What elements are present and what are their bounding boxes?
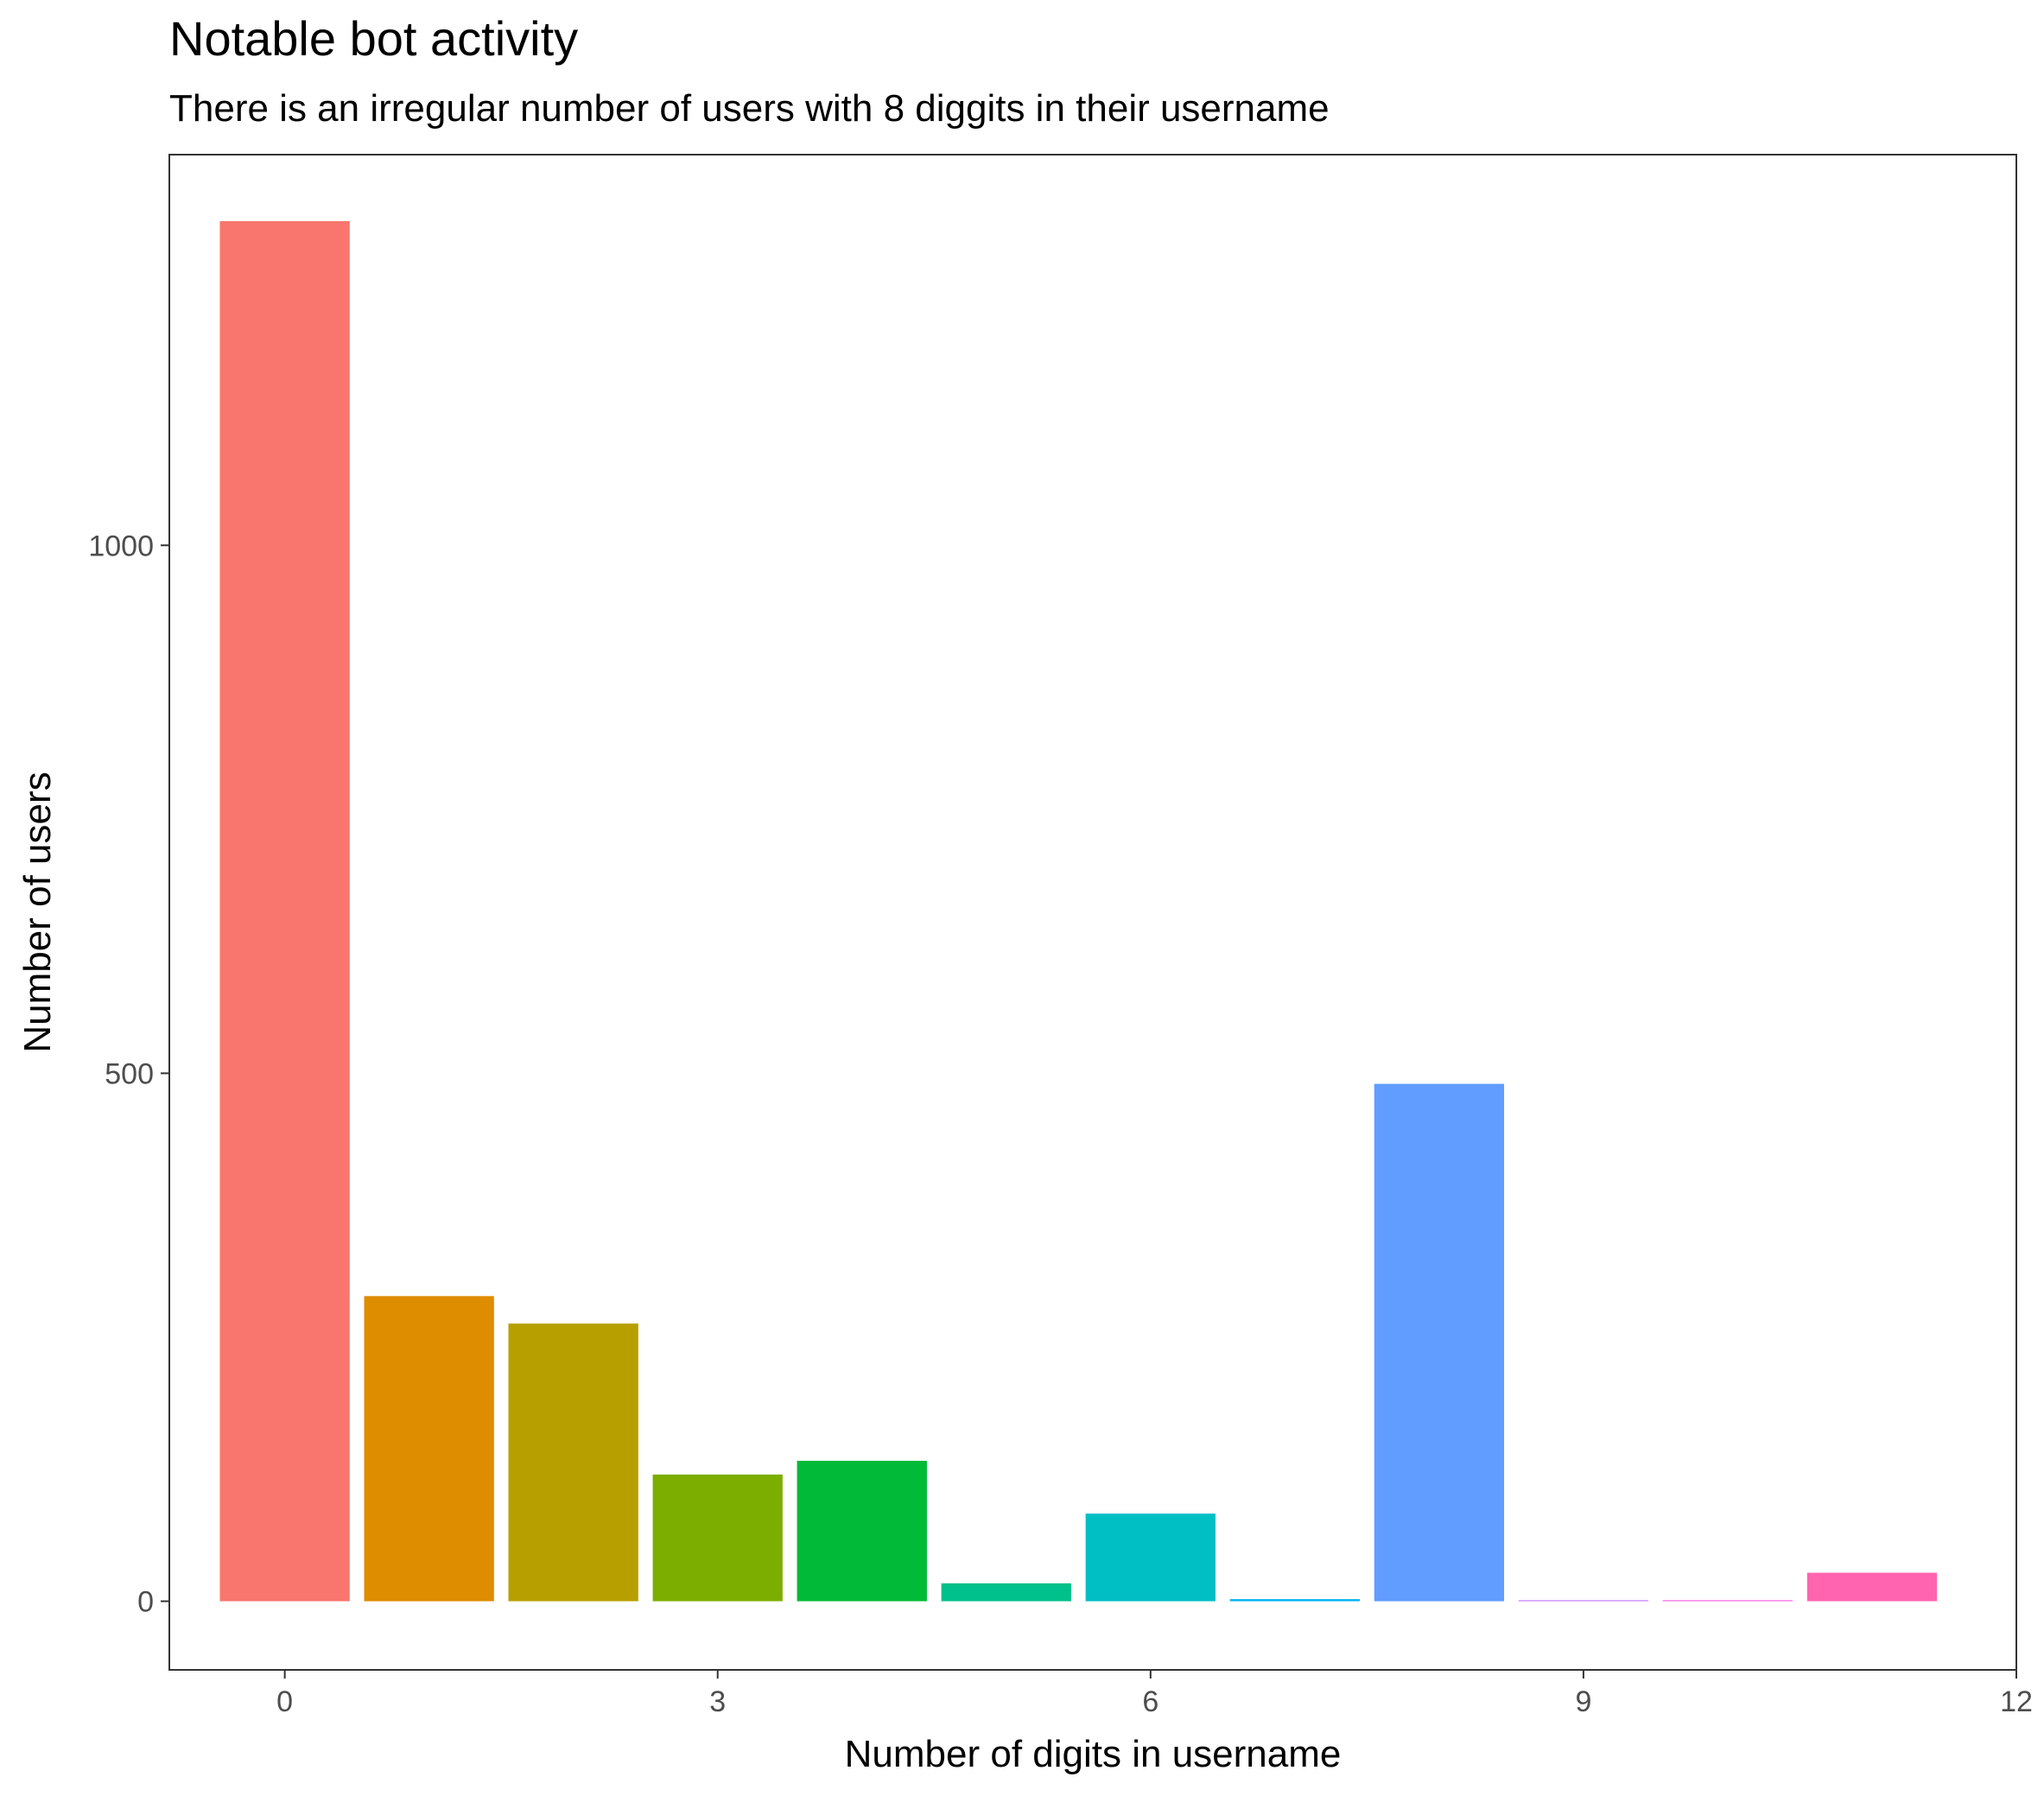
y-axis-label: Number of users	[16, 771, 59, 1052]
bar-8	[1374, 1083, 1505, 1602]
bar-6	[1085, 1514, 1216, 1602]
x-tick-label-0: 0	[276, 1685, 293, 1718]
bars-group	[219, 221, 1938, 1602]
bar-11	[1806, 1572, 1938, 1602]
x-tick-label-12: 12	[2000, 1685, 2033, 1718]
y-tick-label-0: 0	[137, 1586, 154, 1619]
bar-1	[364, 1296, 494, 1602]
bar-10	[1662, 1600, 1793, 1602]
y-tick-label-1000: 1000	[88, 530, 154, 562]
chart-title: Notable bot activity	[169, 11, 578, 66]
bar-5	[941, 1583, 1071, 1602]
y-tick-label-500: 500	[105, 1057, 154, 1090]
x-tick-label-9: 9	[1575, 1685, 1591, 1718]
bar-9	[1518, 1600, 1649, 1602]
bar-4	[797, 1460, 927, 1602]
bar-2	[508, 1323, 638, 1602]
x-axis: 0 3 6 9 12	[276, 1670, 2033, 1718]
bar-3	[652, 1474, 783, 1602]
x-tick-label-3: 3	[709, 1685, 726, 1718]
x-axis-label: Number of digits in username	[845, 1733, 1342, 1775]
bar-7	[1229, 1599, 1361, 1602]
y-axis: 0 500 1000	[88, 530, 169, 1619]
bar-0	[219, 221, 350, 1602]
chart-subtitle: There is an irregular number of users wi…	[169, 87, 1330, 130]
x-tick-label-6: 6	[1142, 1685, 1158, 1718]
